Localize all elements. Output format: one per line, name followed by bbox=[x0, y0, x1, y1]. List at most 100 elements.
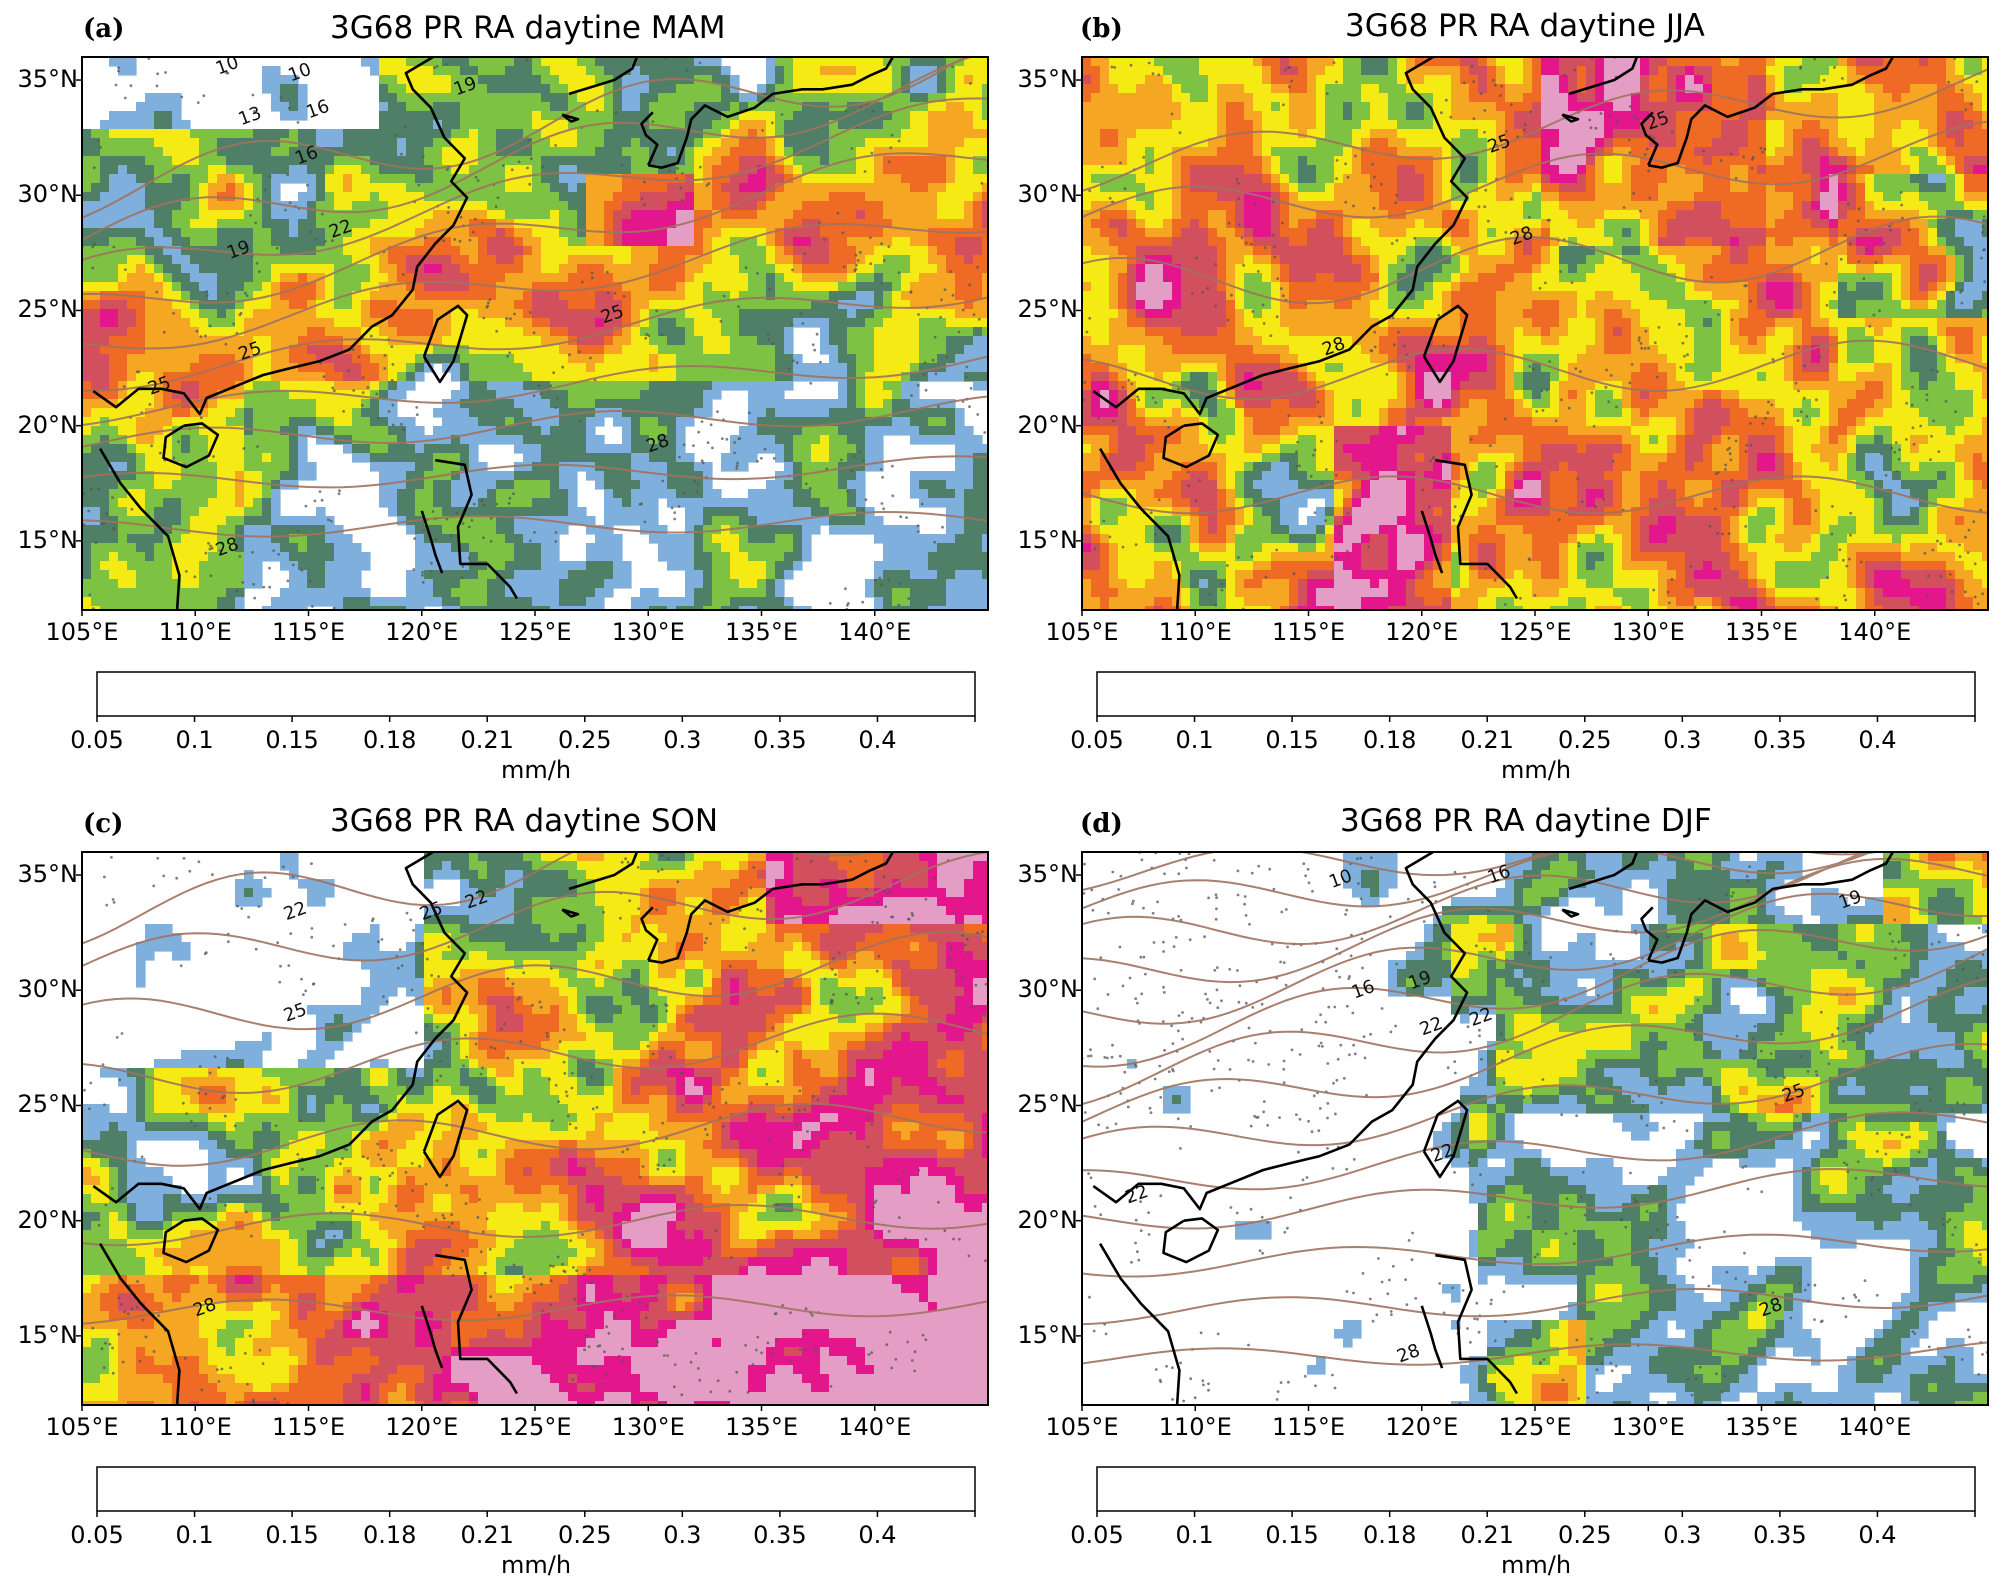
lon-tick-label: 105°E bbox=[1046, 618, 1119, 646]
contour-line bbox=[1082, 928, 1988, 1068]
lon-tick-label: 110°E bbox=[159, 1413, 232, 1441]
panel-letter: (c) bbox=[83, 809, 123, 839]
contour-line bbox=[82, 222, 988, 350]
colorbar-tick-label: 0.3 bbox=[663, 726, 701, 754]
contour-line bbox=[82, 395, 988, 448]
lat-tick-label: 15°N bbox=[0, 1321, 79, 1349]
lat-tick-label: 30°N bbox=[998, 180, 1079, 208]
colorbar-tick-label: 0.35 bbox=[1753, 1521, 1806, 1549]
coastline bbox=[1092, 57, 1895, 610]
lon-tick-label: 130°E bbox=[1612, 618, 1685, 646]
lat-tick-label: 35°N bbox=[998, 860, 1079, 888]
lat-tick-label: 30°N bbox=[0, 975, 79, 1003]
colorbar-tick-label: 0.18 bbox=[1363, 726, 1416, 754]
coastline bbox=[92, 852, 895, 1405]
lat-tick-label: 35°N bbox=[998, 65, 1079, 93]
lon-tick-label: 110°E bbox=[1159, 1413, 1232, 1441]
colorbar-tick-label: 0.3 bbox=[1663, 1521, 1701, 1549]
contour-line bbox=[82, 1102, 988, 1167]
contour-line bbox=[1082, 857, 1988, 984]
lat-tick-label: 30°N bbox=[998, 975, 1079, 1003]
contour-line bbox=[1082, 120, 1988, 219]
lat-tick-label: 20°N bbox=[998, 1206, 1079, 1234]
colorbar-tick-label: 0.15 bbox=[265, 726, 318, 754]
lon-tick-label: 140°E bbox=[1838, 618, 1911, 646]
contour-line bbox=[82, 1294, 988, 1325]
lon-tick-label: 110°E bbox=[1159, 618, 1232, 646]
coastline bbox=[1092, 852, 1895, 1405]
colorbar-tick-label: 0.3 bbox=[663, 1521, 701, 1549]
panel-title: 3G68 PR RA daytine MAM bbox=[330, 10, 726, 46]
panel-b: 25 25 28 28 (b) 3G68 PR RA daytine JJA 35°N… bbox=[1000, 0, 2000, 795]
lat-tick-label: 25°N bbox=[998, 1090, 1079, 1118]
contour-line bbox=[1082, 475, 1988, 515]
colorbar-tick-label: 0.21 bbox=[461, 1521, 514, 1549]
colorbar-unit: mm/h bbox=[1501, 756, 1571, 784]
contour-line bbox=[1082, 976, 1988, 1123]
contour-line bbox=[1082, 1043, 1988, 1147]
colorbar-tick-label: 0.05 bbox=[70, 1521, 123, 1549]
colorbar-tick-label: 0.1 bbox=[1175, 726, 1213, 754]
colorbar-tick-label: 0.1 bbox=[1175, 1521, 1213, 1549]
significance-stippling bbox=[82, 57, 988, 610]
colorbar-tick-label: 0.4 bbox=[858, 726, 896, 754]
panel-title: 3G68 PR RA daytine SON bbox=[330, 803, 718, 839]
colorbar-tick-label: 0.21 bbox=[461, 726, 514, 754]
colorbar-tick-label: 0.15 bbox=[1265, 1521, 1318, 1549]
lon-tick-label: 140°E bbox=[838, 1413, 911, 1441]
colorbar-unit: mm/h bbox=[1501, 1551, 1571, 1579]
lon-tick-label: 110°E bbox=[159, 618, 232, 646]
lon-tick-label: 115°E bbox=[1272, 618, 1345, 646]
lon-tick-label: 125°E bbox=[1499, 1413, 1572, 1441]
lon-tick-label: 120°E bbox=[385, 618, 458, 646]
colorbar-tick-label: 0.4 bbox=[1858, 726, 1896, 754]
lat-tick-label: 15°N bbox=[998, 526, 1079, 554]
contour-line bbox=[1082, 339, 1988, 401]
colorbar-tick-label: 0.18 bbox=[363, 1521, 416, 1549]
lon-tick-label: 115°E bbox=[1272, 1413, 1345, 1441]
lon-tick-label: 105°E bbox=[46, 618, 119, 646]
colorbar bbox=[96, 671, 976, 722]
lon-tick-label: 135°E bbox=[725, 1413, 798, 1441]
colorbar-tick-label: 0.05 bbox=[70, 726, 123, 754]
contour-line bbox=[1082, 1111, 1988, 1191]
contour-line bbox=[1082, 1233, 1988, 1278]
contour-line bbox=[82, 57, 967, 219]
lon-tick-label: 125°E bbox=[499, 1413, 572, 1441]
colorbar-tick-label: 0.18 bbox=[363, 726, 416, 754]
contour-line bbox=[1082, 852, 1868, 946]
lon-tick-label: 135°E bbox=[725, 618, 798, 646]
contour-line bbox=[82, 355, 988, 426]
lon-tick-label: 115°E bbox=[272, 1413, 345, 1441]
lon-tick-label: 120°E bbox=[1385, 1413, 1458, 1441]
colorbar-tick-label: 0.18 bbox=[1363, 1521, 1416, 1549]
contour-line bbox=[1082, 852, 1884, 891]
lat-tick-label: 30°N bbox=[0, 180, 79, 208]
contour-line bbox=[82, 296, 988, 392]
contour-label: 10 bbox=[213, 52, 242, 80]
colorbar bbox=[1096, 671, 1976, 722]
sst-contours bbox=[82, 852, 988, 1325]
contour-line bbox=[82, 1203, 988, 1247]
lon-tick-label: 135°E bbox=[1725, 618, 1798, 646]
lat-tick-label: 25°N bbox=[998, 295, 1079, 323]
contour-line bbox=[1082, 1287, 1988, 1326]
colorbar-tick-label: 0.35 bbox=[1753, 726, 1806, 754]
contour-line bbox=[82, 510, 988, 538]
colorbar-tick-label: 0.3 bbox=[1663, 726, 1701, 754]
lon-tick-label: 120°E bbox=[1385, 618, 1458, 646]
colorbar bbox=[1096, 1466, 1976, 1517]
contour-line bbox=[1082, 892, 1988, 1025]
lat-tick-label: 25°N bbox=[0, 295, 79, 323]
colorbar-tick-label: 0.4 bbox=[858, 1521, 896, 1549]
lat-tick-label: 35°N bbox=[0, 65, 79, 93]
sst-contours bbox=[82, 57, 988, 538]
lon-tick-label: 130°E bbox=[1612, 1413, 1685, 1441]
contour-line bbox=[82, 931, 988, 1031]
contour-line bbox=[82, 97, 988, 261]
contour-line bbox=[1082, 215, 1988, 305]
lat-tick-label: 25°N bbox=[0, 1090, 79, 1118]
